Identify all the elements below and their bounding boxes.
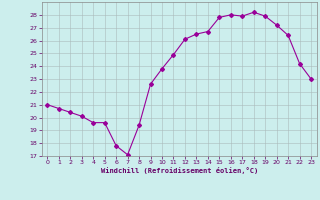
X-axis label: Windchill (Refroidissement éolien,°C): Windchill (Refroidissement éolien,°C) <box>100 167 258 174</box>
